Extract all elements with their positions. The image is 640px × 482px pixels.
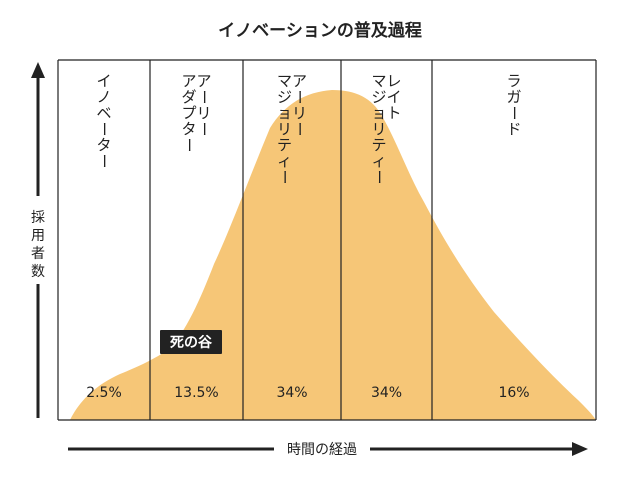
segment-name-char: リ bbox=[196, 104, 211, 122]
segment-name-char: ノ bbox=[96, 88, 111, 106]
diagram-title: イノベーションの普及過程 bbox=[218, 20, 422, 41]
segment-name-char: ー bbox=[195, 89, 213, 104]
up-arrow-icon bbox=[31, 62, 45, 78]
segment-name-char: ー bbox=[95, 153, 113, 168]
segment-name-char: テ bbox=[277, 136, 292, 154]
segment-percent-5: 16% bbox=[498, 385, 529, 401]
segment-name-char: ョ bbox=[371, 104, 386, 122]
segment-name-char: プ bbox=[181, 104, 196, 122]
segment-name-char: ア bbox=[181, 72, 196, 90]
segment-name-4-line-1: レイト bbox=[386, 72, 401, 122]
segment-name-char: ー bbox=[95, 121, 113, 136]
right-arrow-icon bbox=[572, 442, 588, 456]
segment-percent-3: 34% bbox=[276, 385, 307, 401]
segment-name-char: ィ bbox=[371, 152, 386, 170]
segment-name-char: タ bbox=[96, 136, 111, 154]
segment-name-char: ー bbox=[180, 137, 198, 152]
segment-percent-1: 2.5% bbox=[86, 385, 122, 401]
segment-name-char: ー bbox=[291, 89, 309, 104]
segment-name-char: ー bbox=[505, 105, 523, 120]
segment-name-char: マ bbox=[277, 72, 292, 90]
segment-name-char: イ bbox=[96, 72, 111, 90]
segment-name-char: テ bbox=[371, 136, 386, 154]
segment-name-char: ラ bbox=[506, 72, 521, 90]
segment-name-char: ィ bbox=[277, 152, 292, 170]
segment-name-char: タ bbox=[181, 120, 196, 138]
segment-name-char: マ bbox=[371, 72, 386, 90]
segment-name-char: リ bbox=[292, 104, 307, 122]
segment-name-char: ー bbox=[370, 169, 388, 184]
segment-name-char: ジ bbox=[371, 88, 386, 106]
adoption-curve bbox=[70, 90, 596, 420]
segment-name-char: ー bbox=[276, 169, 294, 184]
segment-name-char: ョ bbox=[277, 104, 292, 122]
segment-name-char: ー bbox=[291, 121, 309, 136]
segment-name-char: ダ bbox=[181, 88, 196, 106]
y-axis-label: 採用者数 bbox=[31, 210, 45, 280]
segment-frame bbox=[57, 59, 597, 421]
segment-percent-4: 34% bbox=[371, 385, 402, 401]
segment-percent-2: 13.5% bbox=[174, 385, 218, 401]
segment-name-char: ガ bbox=[506, 88, 521, 106]
y-axis: 採用者数 bbox=[31, 62, 45, 418]
death-valley-badge: 死の谷 bbox=[160, 330, 222, 354]
x-axis-label: 時間の経過 bbox=[287, 442, 357, 458]
segment-name-char: レ bbox=[386, 72, 401, 90]
segment-name-char: ド bbox=[506, 120, 521, 138]
segment-name-char: イ bbox=[386, 88, 401, 106]
death-valley-label: 死の谷 bbox=[169, 335, 213, 351]
segment-name-char: リ bbox=[371, 120, 386, 138]
segment-name-char: ア bbox=[196, 72, 211, 90]
segment-name-char: ベ bbox=[96, 104, 111, 122]
segment-name-char: ア bbox=[292, 72, 307, 90]
segment-name-char: ジ bbox=[277, 88, 292, 106]
x-axis: 時間の経過 bbox=[68, 442, 588, 458]
segment-name-char: ー bbox=[195, 121, 213, 136]
segment-name-char: リ bbox=[277, 120, 292, 138]
segment-name-char: ト bbox=[386, 104, 401, 122]
